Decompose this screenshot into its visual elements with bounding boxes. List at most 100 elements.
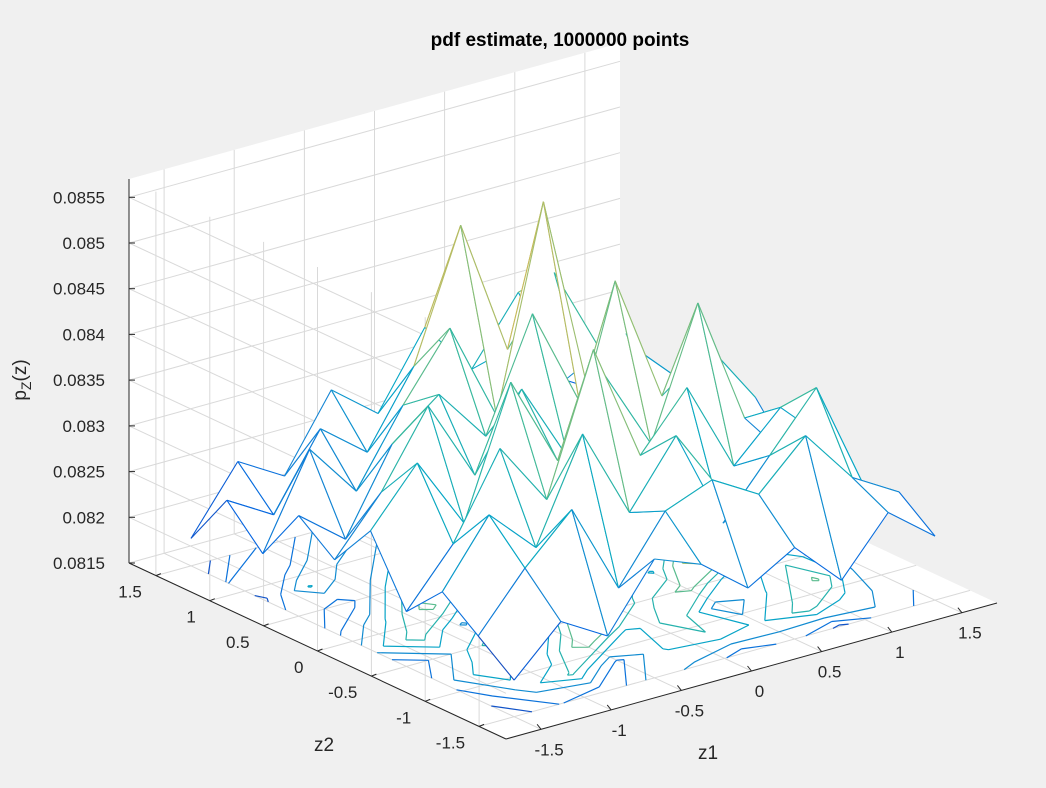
mesh-face (852, 477, 935, 537)
mesh-edge (377, 327, 426, 414)
z-grid-line-left (128, 471, 507, 649)
mesh-edge (413, 225, 462, 367)
z-tick-label: 0.0835 (53, 371, 105, 390)
mesh-face (381, 405, 465, 524)
mesh-edge (477, 567, 526, 637)
mesh-face (320, 405, 404, 492)
mesh-edge (618, 558, 655, 589)
mesh-edge (366, 404, 404, 453)
mesh-edge (664, 479, 713, 512)
mesh-edge (542, 201, 580, 402)
z-tick-label: 0.084 (62, 325, 105, 344)
mesh-edge (815, 387, 853, 478)
mesh-edge (521, 388, 559, 461)
mesh-edge (546, 433, 584, 500)
mesh-edge (309, 448, 357, 492)
mesh-edge (506, 201, 544, 350)
x-tick-mark (747, 665, 752, 672)
mesh-face (334, 463, 418, 560)
z-grid-line-back (128, 106, 621, 244)
mesh-face (237, 428, 321, 515)
mesh-edge (474, 382, 512, 476)
mesh-edge (496, 201, 544, 416)
mesh-edge (582, 433, 630, 513)
mesh-edge (402, 393, 440, 406)
mesh-face (665, 479, 748, 588)
mesh-face (521, 374, 605, 461)
mesh-edge (532, 313, 580, 402)
mesh-edge (355, 443, 393, 492)
mesh-face (442, 514, 525, 636)
mesh-edge (675, 435, 713, 481)
z-tick-label: 0.085 (62, 234, 105, 253)
mesh-edge (438, 394, 476, 476)
x-tick-mark (957, 607, 963, 614)
mesh-face (345, 405, 429, 540)
mesh-edge (650, 302, 699, 445)
surface-mesh (190, 201, 936, 681)
mesh-face (535, 434, 619, 588)
mesh-edge (449, 327, 498, 417)
mesh-edge (298, 515, 346, 540)
mesh-edge (524, 509, 573, 569)
mesh-edge (758, 493, 796, 548)
axis-lines (128, 179, 998, 740)
mesh-edge (370, 462, 418, 532)
z-grid-line-back (128, 60, 621, 198)
y-tick-mark (209, 598, 215, 602)
mesh-edge (535, 509, 573, 548)
mesh-face (510, 349, 594, 500)
mesh-edge (477, 635, 515, 681)
mesh-edge (592, 349, 630, 513)
mesh-edge (747, 547, 796, 589)
mesh-edge (769, 435, 806, 456)
mesh-edge (582, 433, 620, 589)
mesh-face (226, 449, 310, 554)
mesh-edge (535, 433, 584, 548)
mesh-face (331, 366, 414, 453)
mesh-cell (851, 476, 936, 537)
mesh-edge (320, 428, 368, 453)
mesh-edge (441, 514, 490, 593)
mesh-edge (664, 510, 702, 565)
y-tick-label: 1.5 (118, 583, 142, 602)
y-tick-mark (263, 623, 269, 627)
mesh-edge (416, 462, 454, 545)
x-axis-label: z1 (698, 743, 718, 764)
mesh-edge (438, 393, 487, 437)
mesh-edge (449, 327, 487, 437)
mesh-edge (629, 510, 666, 514)
mesh-face (769, 387, 853, 478)
mesh-face (392, 394, 475, 476)
mesh-edge (463, 382, 512, 524)
mesh-edge (190, 499, 228, 539)
y-grid-line-floor (478, 589, 971, 727)
mesh-edge (510, 381, 559, 461)
x-tick-label: -1 (612, 721, 627, 740)
y-tick-mark (317, 648, 323, 652)
x-tick-label: 1 (895, 643, 904, 662)
mesh-edge (769, 387, 817, 456)
mesh-edge (700, 563, 749, 589)
mesh-face (615, 280, 698, 444)
mesh-face (406, 514, 490, 612)
mesh-face (525, 509, 608, 636)
mesh-edge (262, 449, 311, 554)
x-tick-label: 0.5 (818, 663, 842, 682)
mesh-face (453, 448, 536, 548)
mesh-edge (413, 327, 451, 367)
mesh-edge (780, 387, 817, 408)
mesh-edge (406, 591, 443, 613)
mesh-edge (618, 510, 666, 589)
mesh-edge (686, 387, 735, 467)
mesh-face (593, 349, 677, 513)
mesh-edge (628, 435, 677, 513)
mesh-edge (380, 405, 429, 493)
tick-labels: -1.5 -1 -0.5 0 0.5 1 1.5 -1.5 -1 -0.5 0 0.5 1 1.5 0.08… (53, 188, 982, 759)
chart-title: pdf estimate, 1000000 points (431, 30, 690, 51)
mesh-face (546, 349, 630, 513)
mesh-face (640, 387, 723, 524)
mesh-edge (284, 389, 332, 477)
mesh-edge (744, 406, 781, 419)
mesh-face (604, 374, 687, 456)
